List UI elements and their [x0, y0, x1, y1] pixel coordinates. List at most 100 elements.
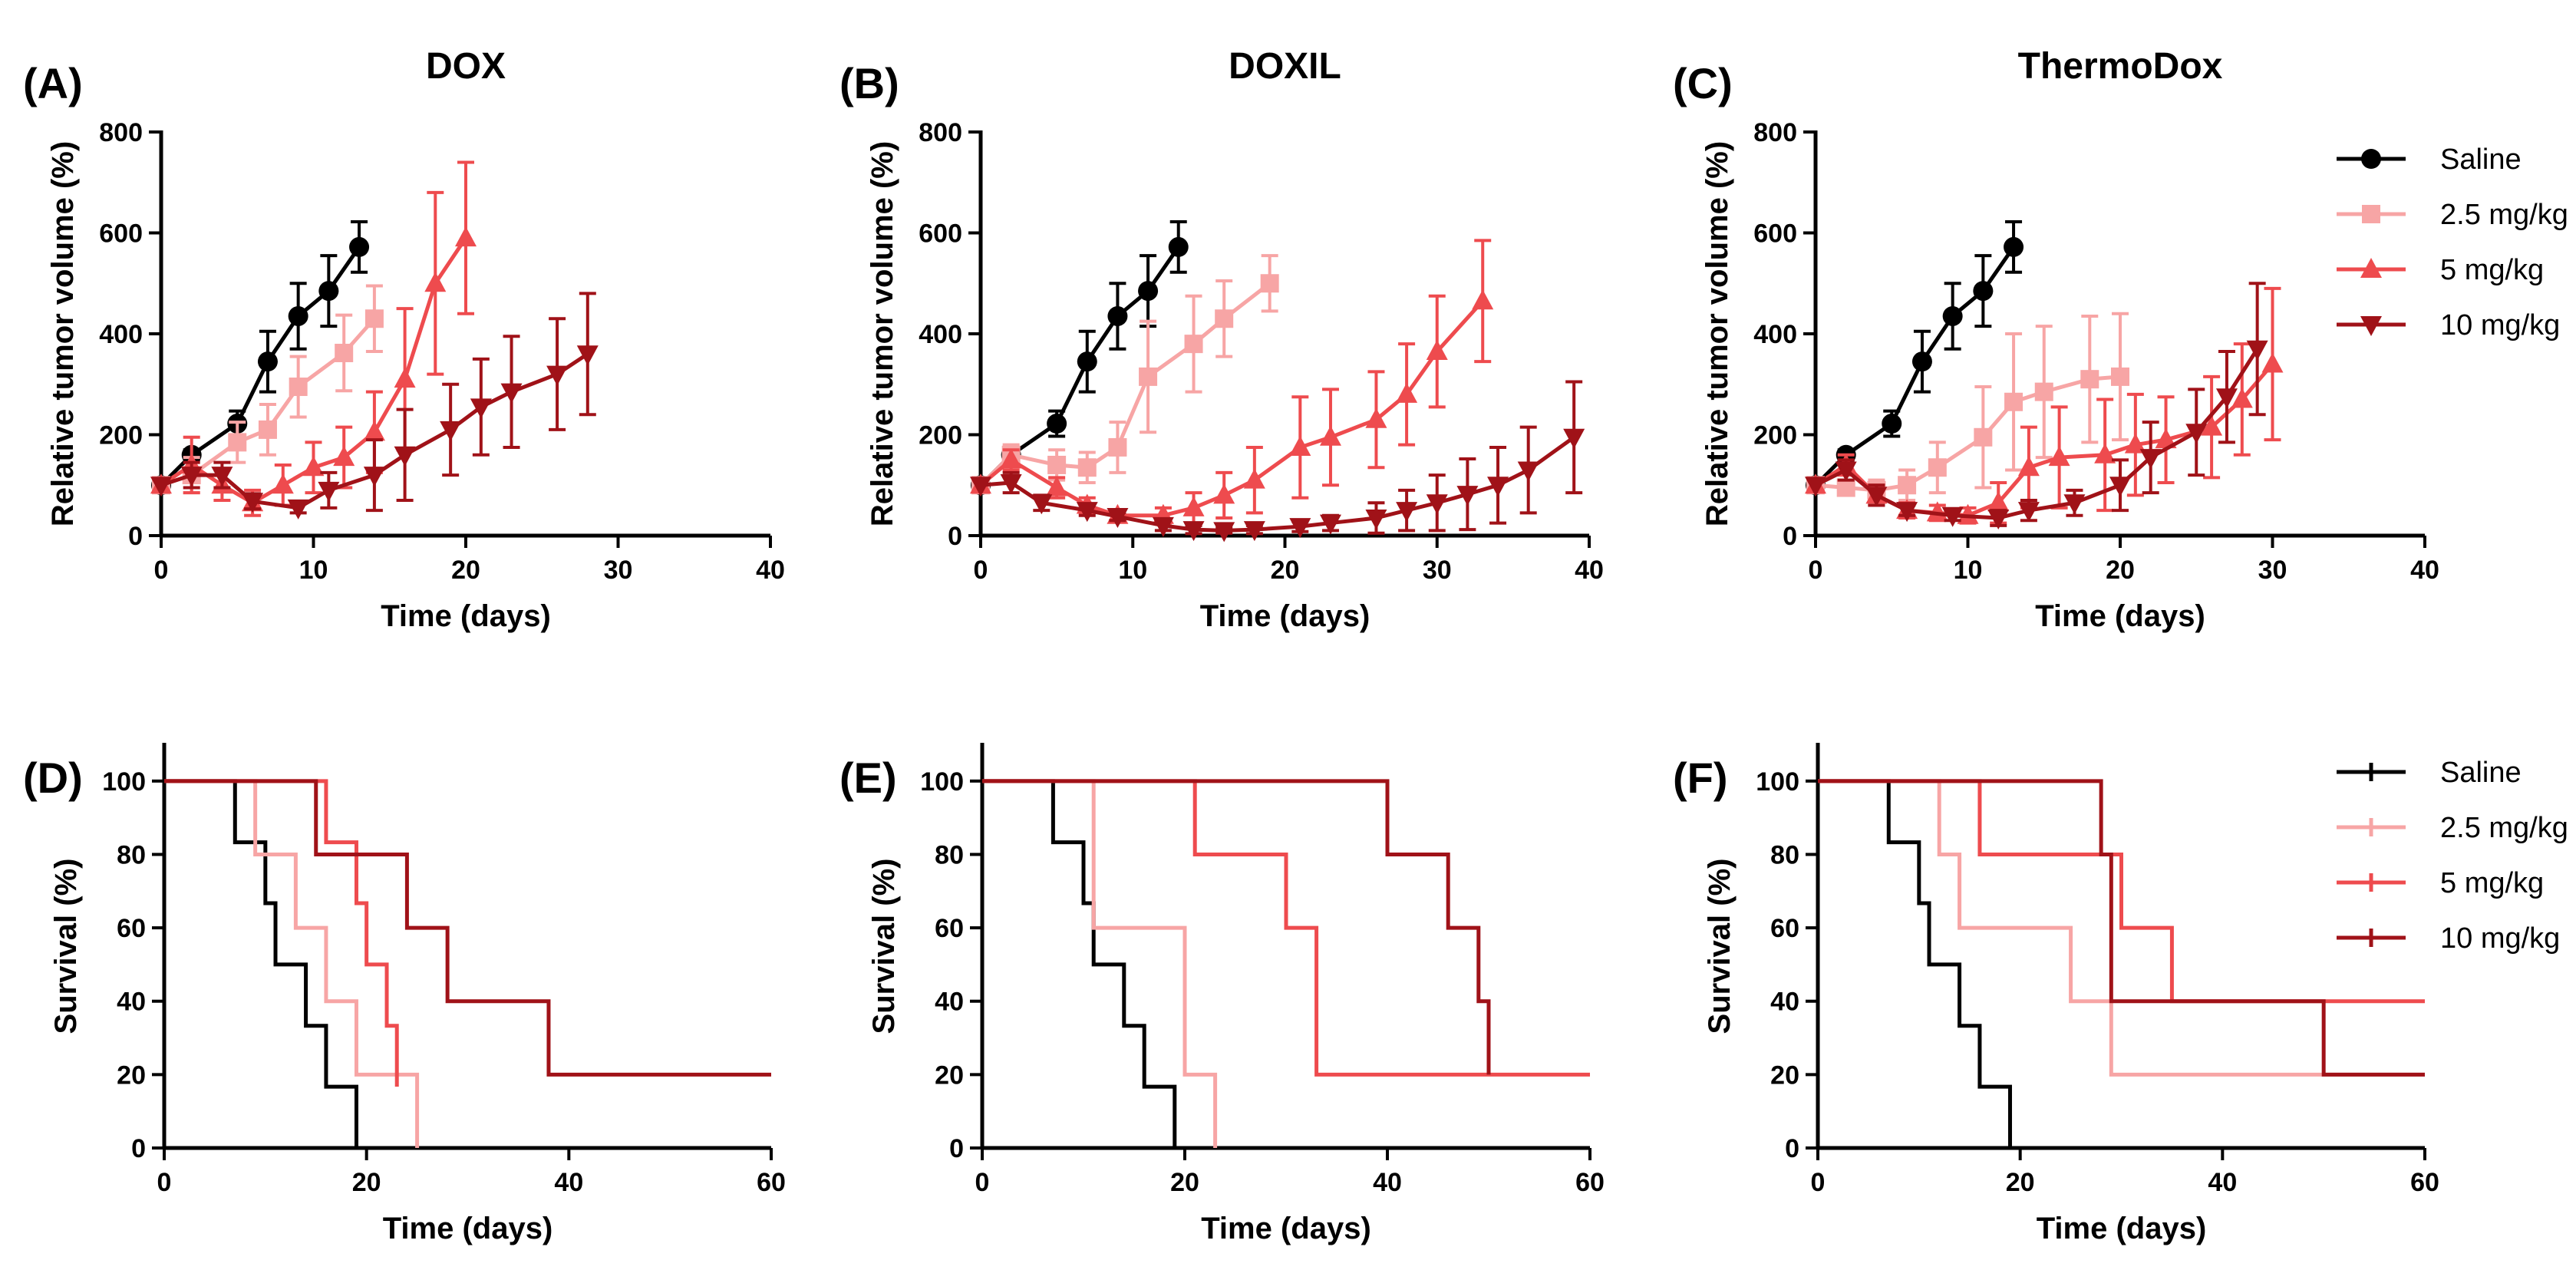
chart-panel-f: (F) 0 20 40 60 80 100 0 20 40 60 Time (days) Surviva…	[1673, 743, 2439, 1245]
x-tick-label: 40	[2208, 1168, 2237, 1197]
panel-letter: (E)	[839, 754, 897, 802]
series-dose-5	[164, 779, 399, 1087]
data-point	[470, 398, 492, 419]
legend-entry: Saline	[2337, 143, 2522, 176]
data-point	[546, 365, 569, 386]
legend-marker	[2361, 149, 2381, 169]
data-point	[576, 345, 599, 366]
chart-panel-b: (B) DOXIL 0 200 400 600 800 0 10 20 30 40 Time (days…	[839, 46, 1604, 633]
data-point	[1942, 305, 1963, 326]
survival-step-line	[1818, 779, 2425, 1077]
survival-step-line	[982, 779, 1177, 1148]
legend-entry: 2.5 mg/kg	[2337, 812, 2568, 844]
data-point	[1898, 476, 1917, 495]
series-dose-2-5	[1818, 779, 2425, 1077]
y-tick-label: 40	[1770, 988, 1799, 1017]
data-point	[2124, 433, 2146, 454]
y-tick-label: 80	[935, 840, 964, 869]
data-point	[2109, 477, 2131, 497]
data-point	[150, 477, 172, 497]
data-point	[455, 226, 477, 247]
data-point	[1000, 473, 1022, 494]
y-tick-label: 0	[131, 1134, 146, 1163]
y-axis-title: Relative tumor volume (%)	[1700, 141, 1734, 526]
data-point	[335, 343, 354, 362]
data-point	[1139, 367, 1158, 386]
legend-label: Saline	[2440, 757, 2522, 789]
series-dose-5	[970, 239, 1494, 525]
data-point	[1974, 427, 1993, 447]
chart-panel-e: (E) 0 20 40 60 80 100 0 20 40 60 Time (days) Surviva…	[839, 743, 1605, 1245]
legend-entry: 5 mg/kg	[2337, 867, 2544, 899]
data-point	[394, 368, 416, 388]
panel-letter: (D)	[23, 754, 83, 802]
data-point	[2063, 494, 2086, 515]
data-point	[440, 421, 462, 441]
survival-step-line	[1818, 779, 2425, 1077]
data-point	[2080, 370, 2099, 389]
data-point	[2017, 456, 2040, 477]
data-point	[333, 446, 355, 467]
survival-step-line	[982, 779, 1590, 1077]
data-point	[1047, 414, 1067, 434]
data-point	[1365, 407, 1387, 428]
chart-title: DOXIL	[1229, 46, 1341, 87]
y-tick-label: 40	[935, 988, 964, 1017]
survival-step-line	[1818, 779, 2425, 1004]
data-point	[2246, 340, 2268, 361]
panel-letter: (C)	[1673, 59, 1733, 107]
y-tick-label: 20	[935, 1061, 964, 1090]
data-point	[258, 420, 277, 439]
x-tick-label: 0	[1811, 1168, 1826, 1197]
y-tick-label: 0	[949, 1134, 964, 1163]
data-point	[1882, 414, 1902, 434]
data-point	[1926, 501, 1948, 522]
survival-step-line	[164, 779, 358, 1148]
data-point	[500, 383, 523, 404]
y-tick-label: 100	[1756, 767, 1799, 797]
y-tick-label: 400	[99, 320, 143, 349]
survival-step-line	[164, 779, 771, 1077]
x-axis-title: Time (days)	[2037, 1212, 2207, 1245]
x-tick-label: 20	[1271, 556, 1300, 585]
data-point	[2034, 382, 2053, 401]
data-point	[2004, 236, 2024, 257]
data-point	[349, 236, 370, 257]
legend-label: 10 mg/kg	[2440, 309, 2560, 341]
legend-marker	[2362, 205, 2380, 223]
x-tick-label: 60	[1575, 1168, 1605, 1197]
chart-panel-a: (A) DOX 0 200 400 600 800 0 10 20 30 40 Time (days) R…	[23, 46, 785, 633]
series-dose-10	[970, 380, 1585, 543]
legend-marker	[2360, 316, 2382, 336]
x-axis-title: Time (days)	[1201, 1212, 1371, 1245]
legend-entry: Saline	[2337, 757, 2522, 789]
data-point	[2155, 428, 2177, 449]
data-point	[1243, 521, 1265, 542]
data-point	[1215, 309, 1234, 328]
data-point	[2004, 392, 2024, 411]
survival-step-line	[164, 779, 420, 1148]
data-point	[2139, 449, 2162, 470]
data-point	[424, 272, 447, 292]
y-tick-label: 0	[1783, 522, 1797, 551]
series-dose-10	[1805, 282, 2268, 529]
data-point	[2048, 446, 2070, 467]
data-point	[1563, 428, 1585, 449]
x-tick-label: 20	[1170, 1168, 1199, 1197]
data-point	[2231, 388, 2253, 408]
y-tick-label: 200	[99, 421, 143, 450]
data-point	[1365, 509, 1387, 529]
legend-label: 2.5 mg/kg	[2440, 199, 2568, 231]
y-axis-title: Survival (%)	[867, 859, 901, 1034]
data-point	[1487, 477, 1509, 497]
series-dose-2-5	[164, 779, 420, 1148]
data-point	[1987, 509, 2010, 529]
data-point	[1396, 382, 1418, 403]
series-dose-10	[982, 779, 1491, 1075]
data-point	[2201, 415, 2223, 436]
data-point	[1182, 496, 1205, 516]
data-point	[1805, 477, 1826, 497]
x-tick-label: 40	[2410, 556, 2439, 585]
data-point	[2215, 388, 2238, 409]
